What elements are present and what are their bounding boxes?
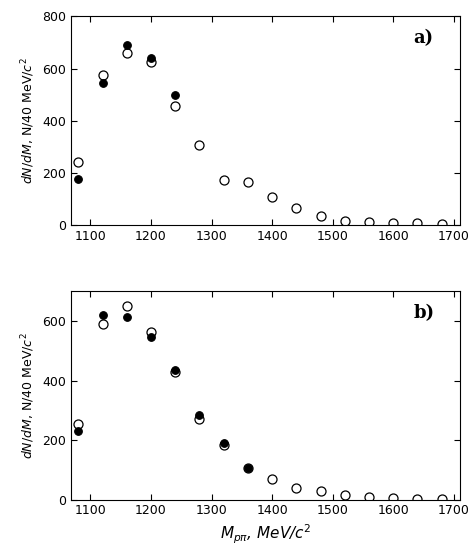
Text: b): b) <box>413 304 434 322</box>
Y-axis label: $dN/dM$, N/40 MeV/$c^2$: $dN/dM$, N/40 MeV/$c^2$ <box>19 332 37 459</box>
X-axis label: $M_{p\pi}$, MeV/$c^2$: $M_{p\pi}$, MeV/$c^2$ <box>220 523 311 546</box>
Text: a): a) <box>413 29 433 47</box>
Y-axis label: $dN/dM$, N/40 MeV/$c^2$: $dN/dM$, N/40 MeV/$c^2$ <box>19 57 36 184</box>
